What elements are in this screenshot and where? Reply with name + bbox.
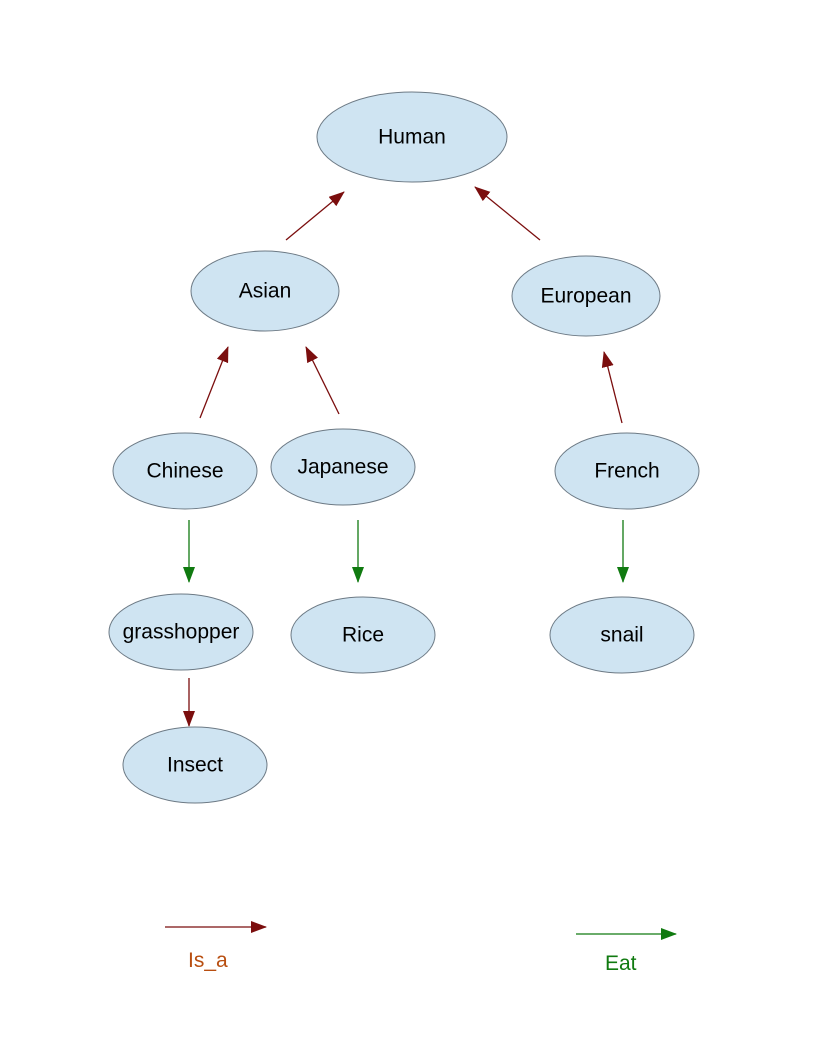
node-label: French: [594, 460, 659, 483]
node-rice: Rice: [290, 596, 436, 674]
edge-french-is-a-european: [601, 351, 623, 424]
edge-chinese-is-a-asian: [199, 346, 229, 419]
node-grasshopper: grasshopper: [108, 593, 254, 671]
node-label: Rice: [342, 624, 384, 647]
node-european: European: [511, 255, 661, 337]
node-shape: [554, 432, 700, 510]
node-asian: Asian: [190, 250, 340, 332]
node-shape: [122, 726, 268, 804]
node-shape: [270, 428, 416, 506]
nodes: Human Asian European Chinese Japanese Fr…: [108, 91, 700, 804]
node-shape: [190, 250, 340, 332]
node-label: Human: [378, 126, 446, 149]
edge-japanese-is-a-asian: [305, 346, 340, 415]
node-label: Chinese: [146, 460, 223, 483]
node-insect: Insect: [122, 726, 268, 804]
node-label: snail: [600, 624, 643, 647]
edge-european-is-a-human: [474, 186, 541, 241]
edges: [183, 186, 629, 727]
legend-is-a-label: Is_a: [188, 949, 228, 972]
node-label: grasshopper: [123, 621, 240, 644]
node-shape: [511, 255, 661, 337]
node-shape: [316, 91, 508, 183]
node-japanese: Japanese: [270, 428, 416, 506]
edge-asian-is-a-human: [285, 191, 345, 241]
node-label: Insect: [167, 754, 223, 777]
node-label: Asian: [239, 280, 292, 303]
node-shape: [290, 596, 436, 674]
legend-eat-label: Eat: [605, 952, 637, 975]
node-human: Human: [316, 91, 508, 183]
node-label: Japanese: [297, 456, 388, 479]
node-shape: [112, 432, 258, 510]
node-label: European: [540, 285, 631, 308]
node-snail: snail: [549, 596, 695, 674]
node-shape: [108, 593, 254, 671]
legend: Is_a Eat: [165, 921, 677, 975]
node-french: French: [554, 432, 700, 510]
node-shape: [549, 596, 695, 674]
node-chinese: Chinese: [112, 432, 258, 510]
